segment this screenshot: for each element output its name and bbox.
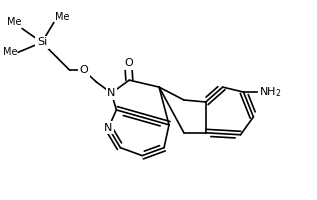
Text: Me: Me <box>55 12 69 22</box>
Text: N: N <box>107 88 116 98</box>
Text: Me: Me <box>3 47 17 57</box>
Text: O: O <box>79 65 88 75</box>
Text: O: O <box>124 58 133 68</box>
Text: Si: Si <box>37 37 47 47</box>
Text: N: N <box>104 123 113 133</box>
Text: NH$_2$: NH$_2$ <box>259 85 282 99</box>
Text: Me: Me <box>7 17 21 27</box>
